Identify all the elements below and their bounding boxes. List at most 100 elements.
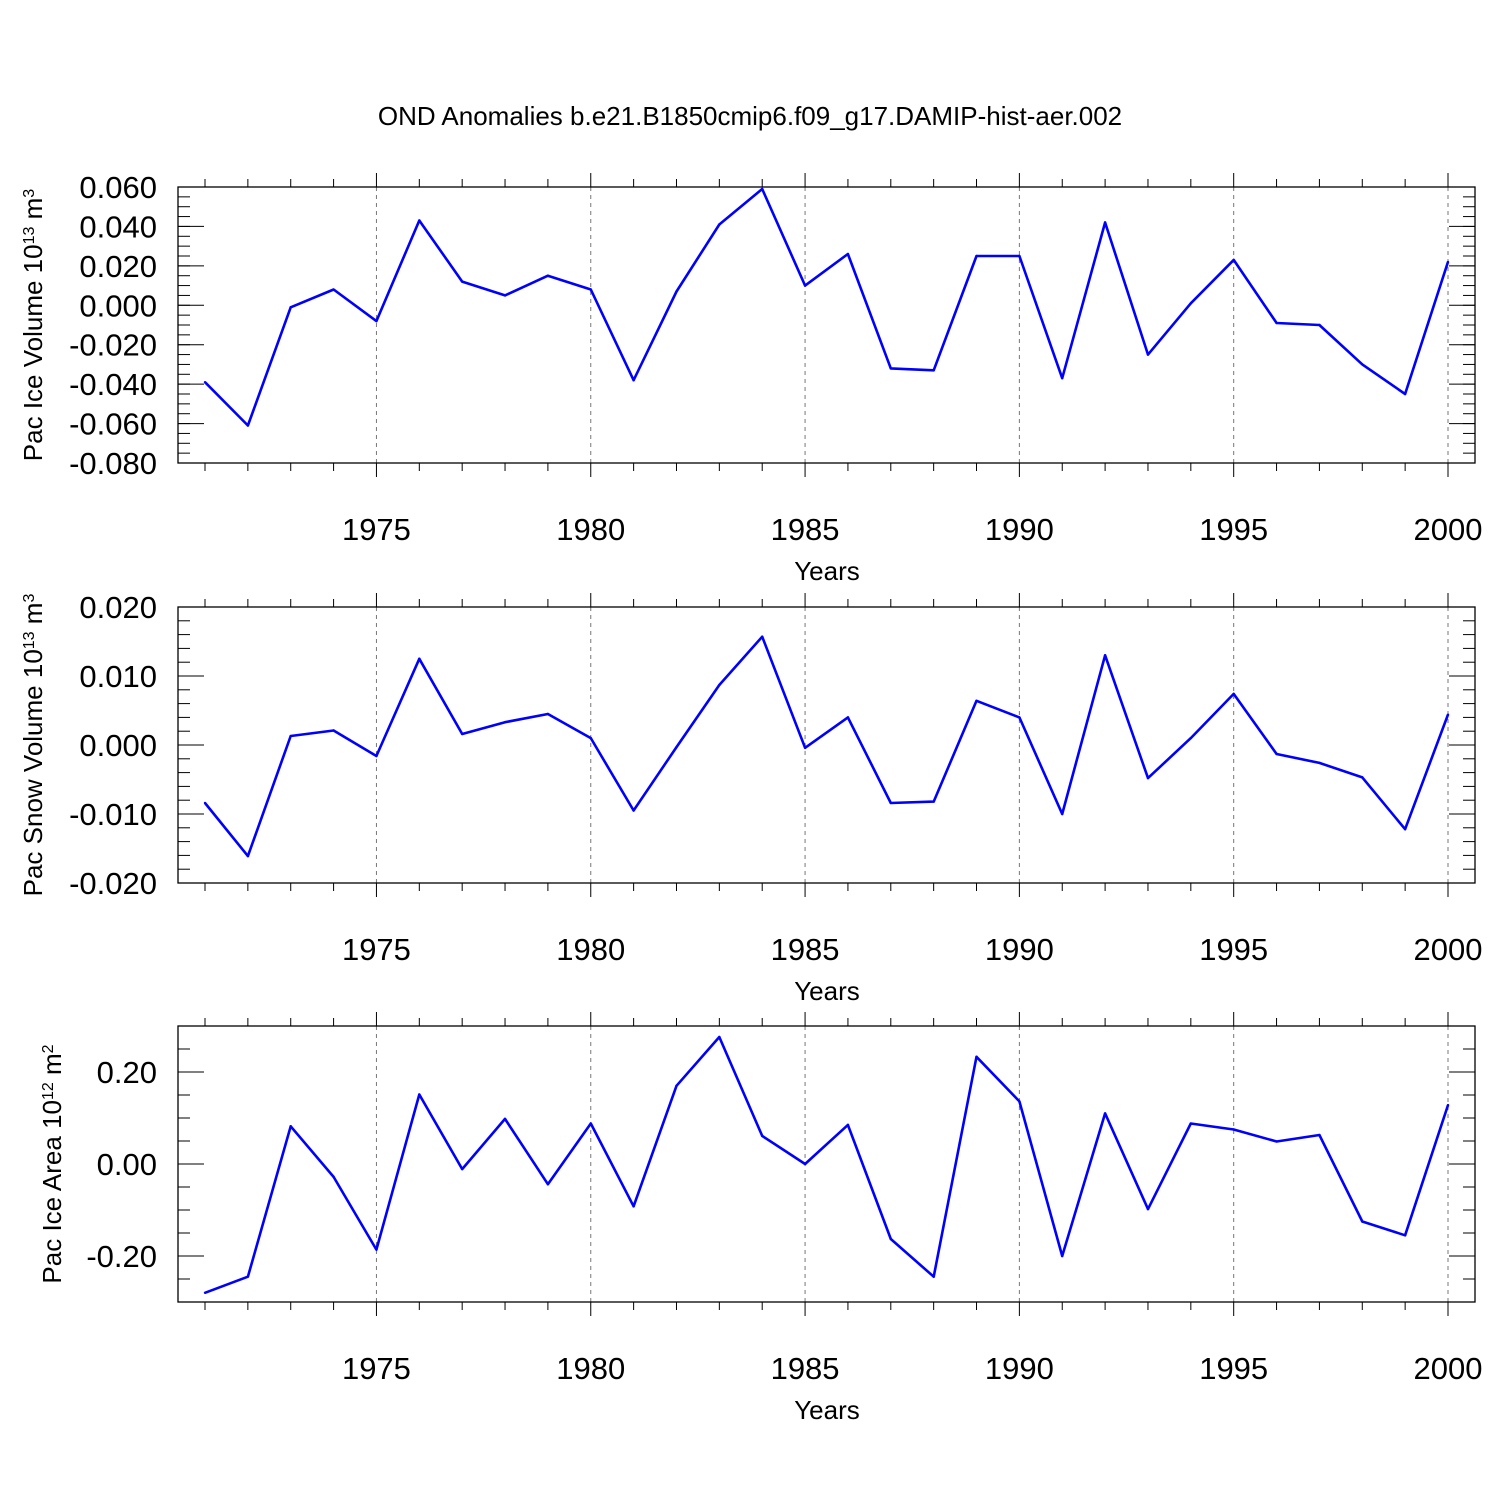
data-point-1983 [718, 223, 721, 226]
data-point-1980 [589, 288, 592, 291]
data-point-1989 [975, 699, 978, 703]
x-tick-label: 1975 [342, 512, 411, 547]
x-tick-label: 1995 [1199, 932, 1268, 967]
x-tick-label: 1980 [556, 512, 625, 547]
data-point-1985 [803, 1162, 807, 1166]
y-tick-label: -0.20 [86, 1239, 157, 1274]
y-tick-label: 0.040 [79, 209, 157, 244]
data-point-1992 [1103, 221, 1107, 224]
data-point-1994 [1189, 302, 1193, 305]
y-axis-title-ylabel-unit: m [37, 1053, 67, 1082]
series-line [204, 1035, 1450, 1295]
y-tick-label: -0.010 [69, 797, 157, 832]
data-point-2000 [1446, 713, 1450, 716]
data-point-1979 [546, 712, 550, 716]
y-axis-title-ylabel-exp: 13 [21, 631, 38, 649]
data-point-1992 [1103, 654, 1107, 657]
data-point-1980 [589, 736, 592, 740]
x-tick-label: 1995 [1199, 1351, 1268, 1386]
data-point-1983 [718, 1035, 721, 1039]
data-point-1996 [1275, 752, 1278, 756]
data-point-1985 [803, 746, 807, 749]
x-tick-label: 2000 [1414, 512, 1483, 547]
data-point-1976 [418, 657, 421, 660]
y-tick-label: -0.020 [69, 328, 157, 363]
plot-frame [177, 186, 1476, 464]
data-point-1988 [932, 800, 935, 803]
data-point-1995 [1232, 258, 1235, 262]
data-point-1991 [1061, 812, 1064, 816]
panel-1: 1975 1980 1985 1990 1995 2000 Years -0.080 -0.06… [18, 170, 1482, 586]
x-tick-label: 1990 [985, 512, 1054, 547]
x-tick-label: 2000 [1414, 1351, 1483, 1386]
plot-frame [177, 1025, 1476, 1303]
data-point-1975 [375, 1248, 378, 1251]
series-line [203, 635, 1450, 858]
y-axis-title-ylabel-unit: m [18, 198, 48, 227]
x-axis-title: Years [794, 976, 860, 1006]
data-point-1995 [1232, 1128, 1235, 1131]
data-point-1978 [503, 294, 507, 297]
data-point-1979 [546, 274, 550, 277]
y-axis-title-ylabel-main: Pac Ice Area 10 [37, 1100, 67, 1284]
data-point-1977 [460, 1167, 464, 1171]
x-tick-label: 1985 [771, 932, 840, 967]
data-point-2000 [1446, 1103, 1450, 1107]
data-point-1994 [1189, 1122, 1193, 1125]
data-point-1993 [1146, 776, 1150, 780]
data-point-1981 [632, 809, 635, 812]
data-point-1977 [460, 280, 464, 283]
data-point-1975 [375, 754, 378, 758]
data-point-1977 [460, 732, 464, 736]
series-line [204, 187, 1450, 427]
data-point-1973 [289, 306, 292, 309]
data-point-1991 [1061, 377, 1064, 380]
y-axis-title: Pac Snow Volume 1013 m3 [18, 594, 48, 897]
data-point-1988 [932, 1275, 935, 1278]
data-point-1976 [418, 219, 421, 222]
data-point-1974 [332, 729, 335, 732]
y-tick-label: 0.060 [79, 170, 157, 205]
data-point-1979 [546, 1183, 550, 1186]
data-point-1971 [203, 1291, 207, 1295]
y-axis-title-ylabel-exp: 13 [21, 226, 38, 244]
data-point-1984 [761, 1134, 764, 1138]
data-point-1973 [289, 1125, 292, 1128]
data-point-1974 [332, 1175, 335, 1179]
y-axis-title-ylabel-main: Pac Snow Volume 10 [18, 649, 48, 896]
data-point-1990 [1018, 716, 1021, 719]
data-point-1990 [1018, 1100, 1021, 1103]
data-point-1985 [803, 284, 807, 287]
x-tick-label: 2000 [1414, 932, 1483, 967]
y-tick-label: 0.00 [97, 1147, 157, 1182]
data-point-1971 [203, 380, 207, 384]
y-axis-title: Pac Ice Volume 1013 m3 [18, 189, 48, 462]
data-point-1998 [1361, 776, 1364, 779]
data-point-1978 [503, 721, 507, 724]
data-point-1992 [1103, 1112, 1107, 1115]
x-tick-label: 1975 [342, 932, 411, 967]
y-tick-label: 0.000 [79, 288, 157, 323]
y-axis-title-ylabel-unit-exp: 3 [21, 189, 38, 198]
data-point-1996 [1275, 321, 1278, 325]
y-axis-title-ylabel-unit-exp: 3 [21, 594, 38, 603]
data-point-1991 [1061, 1254, 1064, 1258]
data-point-1981 [632, 1205, 635, 1208]
y-tick-label: -0.020 [69, 866, 157, 901]
y-axis-title-ylabel-exp: 12 [40, 1082, 57, 1100]
data-point-1990 [1018, 254, 1021, 258]
data-point-1999 [1403, 1234, 1407, 1237]
data-point-1997 [1318, 761, 1321, 765]
x-axis-title: Years [794, 556, 860, 586]
data-point-1975 [375, 319, 378, 323]
data-point-1980 [589, 1122, 592, 1125]
data-point-1994 [1189, 736, 1193, 740]
y-tick-label: 0.020 [79, 249, 157, 284]
data-point-1982 [675, 1084, 678, 1088]
data-point-1987 [889, 1237, 892, 1241]
data-point-1973 [289, 734, 292, 738]
data-point-1971 [203, 801, 207, 805]
x-tick-label: 1980 [556, 1351, 625, 1386]
data-point-1983 [718, 683, 721, 687]
